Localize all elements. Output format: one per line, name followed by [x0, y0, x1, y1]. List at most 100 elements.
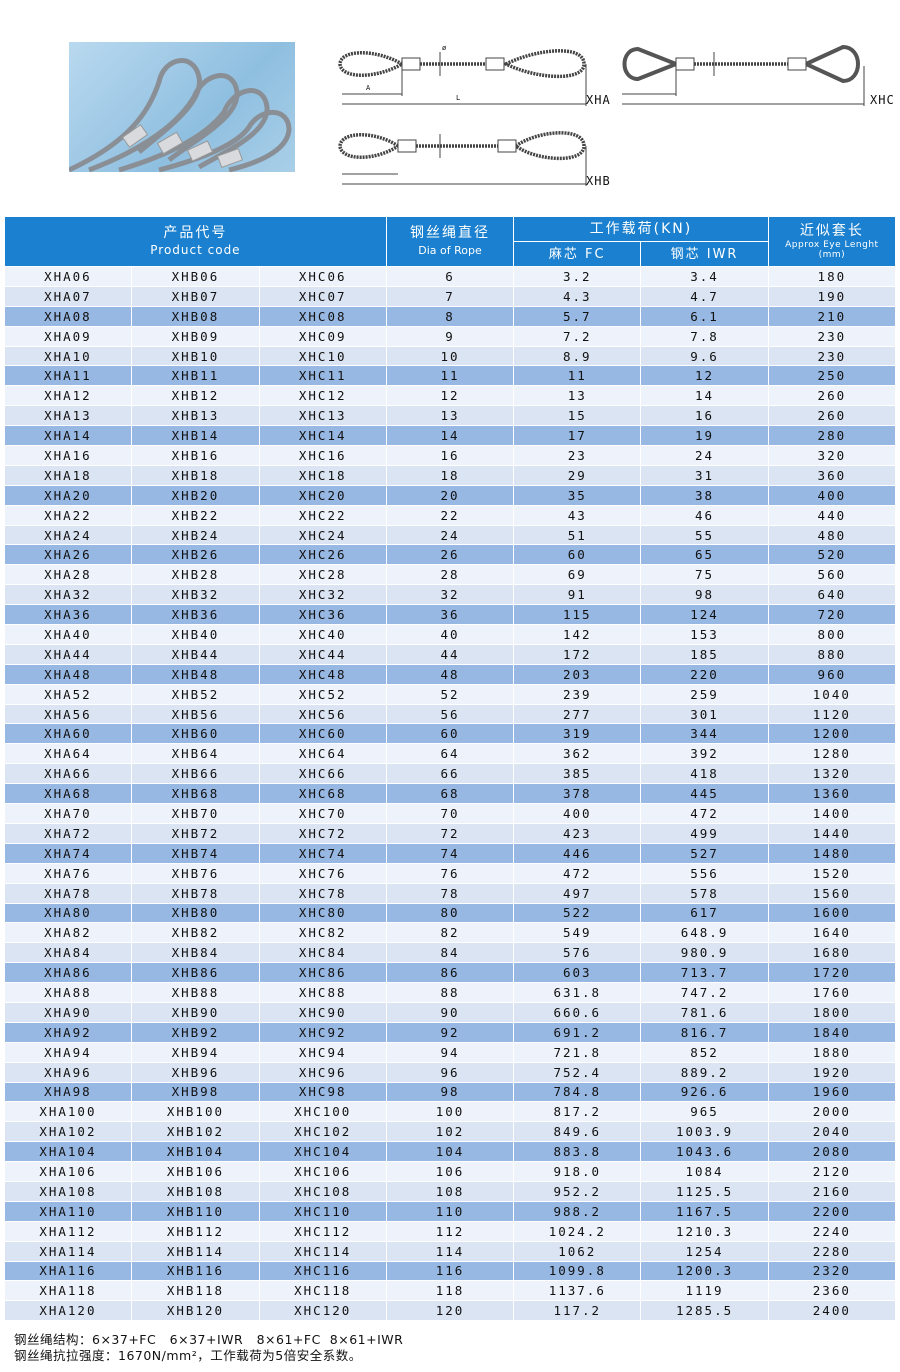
- table-row: XHA10 XHB10 XHC10 10 8.9 9.6 230: [4, 346, 897, 367]
- table-row: XHA76 XHB76 XHC76 76 472 556 1520: [4, 863, 897, 884]
- cell-eye-length: 1520: [768, 863, 897, 884]
- table-row: XHA60 XHB60 XHC60 60 319 344 1200: [4, 723, 897, 745]
- cell-load-fc: 5.7: [513, 306, 642, 327]
- table-row: XHA102 XHB102 XHC102 102 849.6 1003.9 2040: [4, 1121, 897, 1143]
- table-row: XHA116 XHB116 XHC116 116 1099.8 1200.3 2320: [4, 1261, 897, 1282]
- cell-load-iwr: 65: [640, 544, 769, 566]
- cell-load-iwr: 1167.5: [640, 1201, 769, 1222]
- cell-code-xha: XHA110: [4, 1201, 133, 1222]
- cell-eye-length: 480: [768, 525, 897, 546]
- cell-load-fc: 203: [513, 664, 642, 685]
- cell-code-xhc: XHC09: [259, 326, 387, 347]
- cell-dia: 108: [386, 1181, 515, 1202]
- cell-code-xha: XHA11: [4, 365, 133, 387]
- cell-code-xha: XHA116: [4, 1261, 133, 1282]
- cell-code-xhb: XHB118: [131, 1280, 260, 1302]
- cell-code-xhb: XHB74: [131, 843, 260, 864]
- cell-code-xhb: XHB22: [131, 505, 260, 526]
- cell-dia: 12: [386, 385, 515, 407]
- cell-code-xha: XHA102: [4, 1121, 133, 1143]
- cell-load-iwr: 889.2: [640, 1062, 769, 1083]
- cell-load-fc: 277: [513, 704, 642, 725]
- cell-code-xha: XHA74: [4, 843, 133, 864]
- cell-dia: 22: [386, 505, 515, 526]
- cell-load-fc: 883.8: [513, 1141, 642, 1163]
- table-row: XHA48 XHB48 XHC48 48 203 220 960: [4, 664, 897, 685]
- cell-load-fc: 988.2: [513, 1201, 642, 1222]
- cell-load-fc: 918.0: [513, 1161, 642, 1182]
- cell-load-iwr: 713.7: [640, 962, 769, 984]
- cell-code-xha: XHA112: [4, 1221, 133, 1242]
- cell-load-iwr: 14: [640, 385, 769, 407]
- cell-load-iwr: 445: [640, 783, 769, 805]
- cell-dia: 16: [386, 445, 515, 466]
- table-row: XHA13 XHB13 XHC13 13 15 16 260: [4, 405, 897, 427]
- cell-load-fc: 51: [513, 525, 642, 546]
- cell-eye-length: 1400: [768, 803, 897, 824]
- cell-dia: 14: [386, 425, 515, 447]
- cell-eye-length: 1600: [768, 903, 897, 924]
- cell-dia: 74: [386, 843, 515, 864]
- cell-load-fc: 69: [513, 564, 642, 586]
- cell-code-xhc: XHC28: [259, 564, 387, 586]
- table-row: XHA24 XHB24 XHC24 24 51 55 480: [4, 525, 897, 546]
- header-eye-length: 近似套长 Approx Eye Lenght (mm): [767, 216, 897, 267]
- cell-load-iwr: 301: [640, 704, 769, 725]
- cell-load-iwr: 1254: [640, 1241, 769, 1262]
- cell-eye-length: 1640: [768, 922, 897, 944]
- cell-code-xhb: XHB11: [131, 365, 260, 387]
- table-row: XHA14 XHB14 XHC14 14 17 19 280: [4, 425, 897, 447]
- cell-code-xha: XHA18: [4, 465, 133, 486]
- table-row: XHA112 XHB112 XHC112 112 1024.2 1210.3 2240: [4, 1221, 897, 1242]
- cell-eye-length: 1720: [768, 962, 897, 984]
- cell-load-fc: 4.3: [513, 286, 642, 307]
- cell-code-xhb: XHB12: [131, 385, 260, 407]
- cell-dia: 120: [386, 1300, 515, 1322]
- cell-load-iwr: 578: [640, 883, 769, 904]
- cell-load-iwr: 747.2: [640, 982, 769, 1003]
- cell-eye-length: 1680: [768, 942, 897, 964]
- diagram-xhb: [336, 126, 591, 188]
- cell-dia: 9: [386, 326, 515, 347]
- cell-code-xhc: XHC108: [259, 1181, 387, 1202]
- table-row: XHA100 XHB100 XHC100 100 817.2 965 2000: [4, 1101, 897, 1123]
- cell-load-fc: 752.4: [513, 1062, 642, 1083]
- cell-dia: 100: [386, 1101, 515, 1123]
- table-row: XHA72 XHB72 XHC72 72 423 499 1440: [4, 823, 897, 844]
- table-row: XHA26 XHB26 XHC26 26 60 65 520: [4, 544, 897, 566]
- cell-code-xhb: XHB98: [131, 1082, 260, 1103]
- wire-rope-sling-photo: [67, 42, 295, 173]
- cell-code-xha: XHA16: [4, 445, 133, 466]
- cell-load-fc: 11: [513, 365, 642, 387]
- cell-code-xhb: XHB108: [131, 1181, 260, 1202]
- cell-code-xhc: XHC80: [259, 903, 387, 924]
- cell-dia: 8: [386, 306, 515, 327]
- cell-code-xhb: XHB82: [131, 922, 260, 944]
- cell-code-xhc: XHC116: [259, 1261, 387, 1282]
- cell-code-xhc: XHC52: [259, 684, 387, 705]
- cell-eye-length: 1320: [768, 763, 897, 785]
- cell-code-xhb: XHB112: [131, 1221, 260, 1242]
- table-row: XHA32 XHB32 XHC32 32 91 98 640: [4, 584, 897, 606]
- table-row: XHA92 XHB92 XHC92 92 691.2 816.7 1840: [4, 1022, 897, 1043]
- cell-code-xhb: XHB90: [131, 1002, 260, 1023]
- cell-eye-length: 2280: [768, 1241, 897, 1262]
- header-fc: 麻芯 FC: [513, 241, 642, 267]
- cell-load-fc: 117.2: [513, 1300, 642, 1322]
- cell-dia: 26: [386, 544, 515, 566]
- cell-code-xhb: XHB10: [131, 346, 260, 367]
- cell-code-xha: XHA82: [4, 922, 133, 944]
- spec-table: 产品代号 Product code 钢丝绳直径 Dia of Rope 工作载荷…: [4, 216, 897, 1322]
- cell-code-xhb: XHB52: [131, 684, 260, 705]
- cell-dia: 96: [386, 1062, 515, 1083]
- cell-code-xhc: XHC118: [259, 1280, 387, 1302]
- cell-load-iwr: 816.7: [640, 1022, 769, 1043]
- cell-code-xhc: XHC68: [259, 783, 387, 805]
- cell-code-xha: XHA108: [4, 1181, 133, 1202]
- cell-code-xhc: XHC06: [259, 266, 387, 287]
- cell-code-xhb: XHB09: [131, 326, 260, 347]
- cell-eye-length: 1920: [768, 1062, 897, 1083]
- cell-code-xha: XHA68: [4, 783, 133, 805]
- cell-code-xha: XHA86: [4, 962, 133, 984]
- cell-dia: 13: [386, 405, 515, 427]
